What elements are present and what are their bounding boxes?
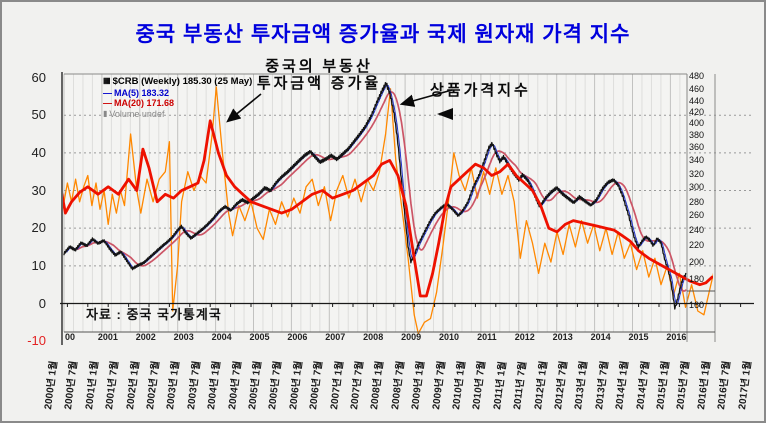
left-axis-tick-label: 40 bbox=[31, 144, 46, 160]
year-label: 2005 bbox=[249, 332, 270, 342]
right-axis-tick-label: 460 bbox=[689, 84, 705, 94]
left-axis-tick-label: 0 bbox=[38, 295, 46, 311]
year-label: 2010 bbox=[438, 332, 460, 342]
chart-legend: ▦ $CRB (Weekly) 185.30 (25 May) — MA(5) 18… bbox=[103, 76, 252, 119]
chart-title: 중국 부동산 투자금액 증가율과 국제 원자재 가격 지수 bbox=[135, 23, 631, 46]
year-label: 2001 bbox=[97, 332, 118, 342]
legend-crb-label: $CRB (Weekly) 185.30 (25 May) bbox=[112, 76, 253, 87]
right-axis-tick-label: 480 bbox=[689, 71, 705, 81]
ma20-line-swatch: — bbox=[103, 98, 112, 108]
right-axis-tick-label: 240 bbox=[689, 225, 705, 235]
investment-annotation: 중국의 부동산 투자금액 증가율 bbox=[239, 59, 399, 93]
right-axis-tick-label: 220 bbox=[689, 240, 705, 250]
right-axis-tick-label: 440 bbox=[689, 96, 705, 106]
right-axis-tick-label: 280 bbox=[689, 197, 705, 207]
right-axis-tick-label: 380 bbox=[689, 130, 705, 140]
left-axis-tick-label: 50 bbox=[31, 107, 46, 123]
investment-annotation-arrow bbox=[226, 93, 262, 123]
volume-bars-icon: ▮ bbox=[103, 108, 108, 118]
data-series bbox=[63, 81, 713, 335]
right-axis-tick-label: 400 bbox=[689, 118, 705, 128]
axis-lines bbox=[60, 72, 754, 345]
year-label: 2009 bbox=[401, 332, 422, 342]
right-axis-tick-label: 360 bbox=[689, 142, 705, 152]
left-axis-tick-label: 30 bbox=[31, 182, 46, 198]
investment-annotation-line2: 투자금액 증가율 bbox=[256, 76, 382, 92]
investment-annotation-line1: 중국의 부동산 bbox=[265, 59, 373, 75]
right-axis-tick-label: 320 bbox=[689, 169, 705, 179]
year-label: 2012 bbox=[514, 332, 535, 342]
legend-ma5-label: MA(5) 183.32 bbox=[114, 87, 170, 98]
right-axis-sub-tick-label: 160 bbox=[689, 300, 705, 310]
annotation-arrows bbox=[226, 89, 453, 123]
legend-volume-label: Volume undef bbox=[109, 108, 165, 119]
year-label: 2008 bbox=[363, 332, 384, 342]
year-label: 2016 bbox=[666, 332, 687, 342]
stockcharts-logo-icon: ▦ bbox=[103, 76, 111, 85]
source-label: 자료 : 중국 국가통계국 bbox=[86, 307, 222, 322]
legend-ma20-row: — MA(20) 171.68 bbox=[103, 98, 252, 109]
legend-crb-row: ▦ $CRB (Weekly) 185.30 (25 May) bbox=[103, 76, 252, 88]
right-axis-tick-label: 180 bbox=[689, 274, 705, 284]
year-label: 2015 bbox=[628, 332, 649, 342]
crb-series-path bbox=[63, 81, 687, 310]
year-label: 2014 bbox=[590, 332, 611, 342]
legend-ma20-label: MA(20) 171.68 bbox=[114, 98, 175, 108]
ma5-line-swatch: — bbox=[103, 87, 112, 98]
right-axis-tick-label: 420 bbox=[689, 107, 705, 117]
left-axis-tick-label: -10 bbox=[27, 333, 46, 349]
right-axis-tick-label: 340 bbox=[689, 155, 705, 165]
left-axis-tick-label: 60 bbox=[31, 69, 46, 85]
right-axis-tick-label: 300 bbox=[689, 182, 705, 192]
left-axis-tick-label: 20 bbox=[31, 220, 46, 236]
commodity-annotation: 상품가격지수 bbox=[430, 83, 531, 99]
year-label: 2004 bbox=[211, 332, 232, 342]
year-label: 2007 bbox=[325, 332, 346, 342]
year-label: 00 bbox=[64, 332, 76, 342]
legend-volume-row: ▮ Volume undef bbox=[103, 109, 252, 120]
year-label: 2006 bbox=[287, 332, 308, 342]
right-axis-tick-label: 260 bbox=[689, 210, 705, 220]
year-label: 2002 bbox=[135, 332, 156, 342]
left-axis-tick-label: 10 bbox=[31, 257, 46, 273]
legend-ma5-row: — MA(5) 183.32 bbox=[103, 88, 252, 99]
left-pointer-triangle-icon bbox=[437, 108, 453, 120]
year-label: 2013 bbox=[552, 332, 573, 342]
year-label: 2003 bbox=[173, 332, 194, 342]
year-label: 2011 bbox=[477, 332, 497, 342]
commodity-annotation-arrow bbox=[399, 89, 453, 107]
right-axis-tick-label: 200 bbox=[689, 257, 705, 267]
investment-growth-series-path bbox=[63, 119, 713, 298]
